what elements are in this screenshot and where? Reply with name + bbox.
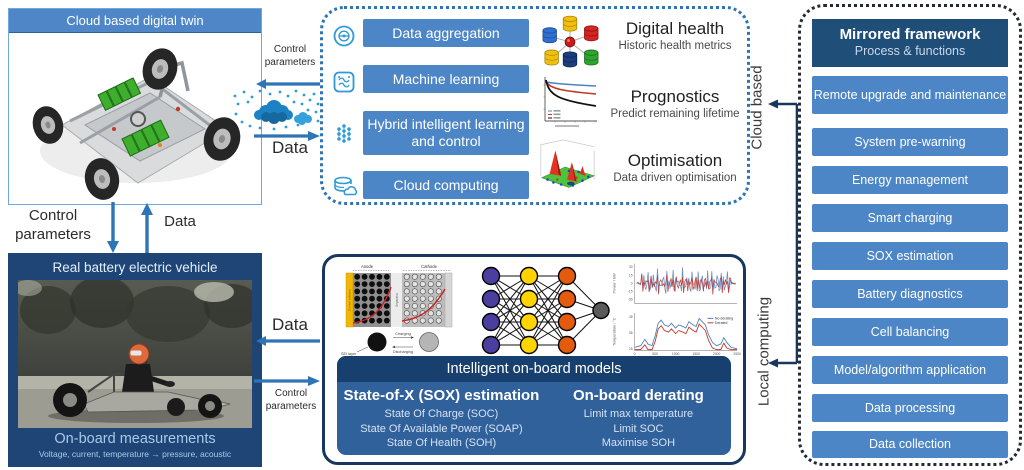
feature-prognostics-title: Prognostics: [630, 87, 720, 106]
svg-text:2500: 2500: [733, 352, 741, 356]
sox-item-soh: State Of Health (SOH): [386, 437, 497, 449]
battery-pack-front: [121, 119, 170, 157]
onboard-data-label: Data: [272, 315, 308, 334]
svg-text:25: 25: [629, 347, 633, 351]
neural-network-diagram: [481, 266, 610, 355]
cloud-data-label: Data: [272, 138, 308, 157]
cathode-label: Cathode: [421, 264, 438, 269]
optimisation-icon: [540, 139, 595, 188]
digital-twin-render: [32, 48, 241, 200]
feature-digital-health-subtitle: Historic health metrics: [618, 40, 732, 52]
mirrored-framework-subtitle: Process & functions: [854, 44, 966, 58]
collector-left-label: Current collector: [348, 289, 352, 311]
sox-column-title: State-of-X (SOX) estimation: [343, 387, 540, 404]
function-data-collection: Data collection: [812, 431, 1008, 458]
vehicle-photo: [18, 280, 252, 428]
svg-text:30: 30: [629, 265, 633, 269]
onboard-models-band: Intelligent on-board models: [337, 356, 731, 382]
cloud-services-box: Data aggregation Machine learning Hybrid…: [320, 6, 750, 205]
onboard-data-arrow: [256, 336, 320, 346]
onboard-models-panel: Intelligent on-board models State-of-X (…: [337, 356, 731, 455]
derating-column: On-board derating Limit max temperature …: [546, 387, 731, 451]
temperature-ylabel: Temperature / °C: [612, 317, 616, 346]
sox-estimation-column: State-of-X (SOX) estimation State Of Cha…: [337, 387, 546, 451]
legend-derated: Derated: [715, 321, 728, 325]
real-vehicle-box: Real battery electric vehicle: [8, 253, 262, 467]
real-vehicle-title: Real battery electric vehicle: [52, 259, 218, 275]
feature-optimisation-title: Optimisation: [627, 151, 723, 170]
sei-label: SEI layer: [341, 352, 357, 356]
onboard-measurements-title: On-board measurements: [54, 431, 216, 447]
legend-no-derating: No derating: [715, 317, 733, 321]
mirrored-framework-panel: Mirrored framework Process & functions R…: [798, 4, 1022, 466]
control-down-arrow: [107, 202, 119, 253]
hybrid-learning-icon: [337, 124, 351, 143]
sox-item-soc: State Of Charge (SOC): [384, 408, 499, 420]
onboard-models-box: Anode Cathode Current collector Separato…: [322, 254, 746, 465]
onboard-control-arrow: [254, 376, 320, 386]
svg-text:500: 500: [652, 352, 658, 356]
function-data-processing: Data processing: [812, 394, 1008, 422]
function-energy-management: Energy management: [812, 166, 1008, 194]
mirrored-framework-header: Mirrored framework Process & functions: [812, 19, 1008, 67]
digital-health-icon: [542, 15, 599, 68]
digital-twin-box: Cloud based digital twin: [8, 8, 262, 205]
function-system-prewarning: System pre-warning: [812, 128, 1008, 156]
data-cloud-scatter: [233, 89, 320, 131]
cloud-computing-icon: [334, 176, 357, 196]
wheels: [32, 48, 241, 200]
onboard-control-label: Control parameters: [265, 388, 317, 412]
svg-text:-15: -15: [628, 290, 633, 294]
function-remote-upgrade: Remote upgrade and maintenance: [812, 76, 1008, 114]
function-cell-balancing: Cell balancing: [812, 318, 1008, 346]
svg-text:0: 0: [634, 352, 636, 356]
discharging-label: Discharging: [393, 350, 413, 354]
feature-prognostics-subtitle: Predict remaining lifetime: [610, 108, 740, 120]
service-data-aggregation: Data aggregation: [363, 19, 529, 47]
function-smart-charging: Smart charging: [812, 204, 1008, 232]
derating-plots: Power / kW 30 15 0 -15 -30 Temperature /…: [611, 263, 741, 360]
derating-column-title: On-board derating: [572, 387, 704, 404]
data-up-arrow: [141, 203, 153, 254]
twin-control-label: Control parameters: [15, 207, 91, 243]
battery-model-diagram: Anode Cathode Current collector Separato…: [341, 264, 453, 356]
derating-item-soc: Limit SOC: [613, 422, 664, 435]
data-aggregation-icon: [333, 25, 355, 47]
function-battery-diagnostics: Battery diagnostics: [812, 280, 1008, 308]
feature-digital-health-title: Digital health: [625, 19, 725, 38]
svg-text:-30: -30: [628, 298, 633, 302]
mirrored-framework-title: Mirrored framework: [839, 26, 981, 43]
battery-pack-rear: [97, 77, 142, 111]
service-cloud-computing: Cloud computing: [363, 171, 529, 199]
function-sox-estimation: SOX estimation: [812, 242, 1008, 270]
function-model-application: Model/algorithm application: [812, 356, 1008, 384]
charging-label: Charging: [395, 332, 410, 336]
cloud-control-label: Control parameters: [264, 44, 316, 68]
svg-text:0: 0: [631, 281, 633, 285]
svg-text:2000: 2000: [713, 352, 721, 356]
prognostics-icon: [543, 77, 597, 127]
service-machine-learning: Machine learning: [363, 65, 529, 93]
svg-text:1000: 1000: [672, 352, 680, 356]
derating-item-temp: Limit max temperature: [583, 408, 694, 420]
cloud-control-arrow: [256, 79, 320, 89]
derating-item-soh: Maximise SOH: [601, 437, 676, 449]
power-ylabel: Power / kW: [611, 273, 616, 293]
sox-item-soap: State Of Available Power (SOAP): [360, 422, 523, 435]
machine-learning-icon: [333, 71, 355, 93]
cloud-data-arrow: [254, 131, 320, 141]
cloud-local-bracket: [768, 99, 799, 368]
svg-text:15: 15: [629, 273, 633, 277]
service-hybrid-learning: Hybrid intelligent learning and control: [363, 111, 529, 155]
separator-label: Separator: [395, 292, 399, 307]
svg-text:45: 45: [629, 315, 633, 319]
onboard-measurements-subtitle: Voltage, current, temperature → pressure…: [38, 449, 232, 459]
anode-label: Anode: [361, 264, 374, 269]
svg-text:1500: 1500: [692, 352, 700, 356]
twin-data-label: Data: [164, 213, 196, 230]
feature-optimisation-subtitle: Data driven optimisation: [613, 172, 737, 184]
digital-twin-header: Cloud based digital twin: [9, 9, 261, 33]
svg-text:35: 35: [629, 331, 633, 335]
